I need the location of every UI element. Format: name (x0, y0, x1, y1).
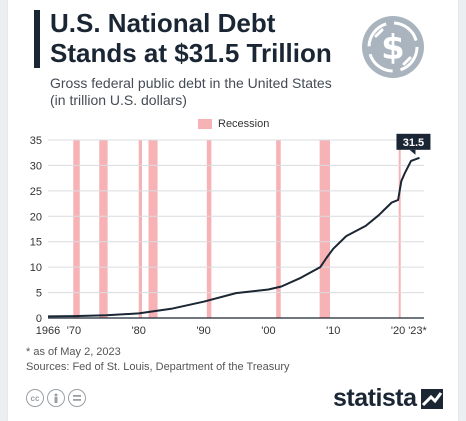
y-tick-label-20: 20 (30, 211, 42, 223)
x-tick-label-2010: '10 (326, 325, 340, 337)
callout-label: 31.5 (403, 137, 424, 149)
x-tick-label-1970: '70 (67, 325, 81, 337)
svg-text:$: $ (381, 28, 405, 68)
statista-mark-icon (420, 388, 443, 409)
legend-recession-label: Recession (218, 118, 270, 130)
chart-subtitle: Gross federal public debt in the United … (50, 75, 380, 109)
y-tick-label-35: 35 (30, 135, 42, 147)
statista-logo[interactable]: statista (333, 384, 443, 413)
footnote-date: * as of May 2, 2023 (26, 346, 121, 358)
y-tick-label-30: 30 (30, 160, 42, 172)
recession-band-4 (206, 140, 212, 318)
recession-band-7 (398, 140, 401, 318)
recession-band-0 (73, 140, 80, 318)
license-icons: cc (26, 389, 86, 407)
recession-band-5 (276, 140, 281, 318)
callout-box (396, 133, 431, 150)
chart-title: U.S. National Debt Stands at $31.5 Trill… (50, 8, 350, 68)
y-tick-label-15: 15 (30, 237, 42, 249)
subtitle-line-2: (in trillion U.S. dollars) (50, 92, 187, 108)
recession-swatch (198, 119, 212, 129)
chart-legend: Recession (198, 118, 269, 130)
x-tick-label-1966: 1966 (36, 325, 60, 337)
subtitle-line-1: Gross federal public debt in the United … (50, 75, 332, 91)
x-tick-label-1990: '90 (196, 325, 210, 337)
y-tick-label-5: 5 (36, 288, 42, 300)
title-accent-bar (34, 10, 40, 68)
footnote-sources: Sources: Fed of St. Louis, Department of… (26, 361, 290, 373)
recession-band-6 (319, 140, 330, 318)
recession-band-1 (99, 140, 108, 318)
title-line-1: U.S. National Debt (50, 8, 276, 38)
brand-name: statista (333, 384, 417, 412)
x-tick-label-1980: '80 (132, 325, 146, 337)
attribution-icon (47, 389, 65, 407)
y-tick-label-25: 25 (30, 186, 42, 198)
dollar-coin-icon: $ (362, 16, 424, 78)
x-tick-label-2023: '23* (408, 325, 427, 337)
x-tick-label-2020: '20 (391, 325, 405, 337)
footnote: * as of May 2, 2023 Sources: Fed of St. … (26, 345, 290, 375)
title-line-2: Stands at $31.5 Trillion (50, 38, 332, 68)
debt-series-line (47, 156, 420, 318)
y-tick-label-0: 0 (36, 313, 42, 325)
recession-band-2 (138, 140, 142, 318)
recession-band-3 (148, 140, 158, 318)
debt-line-chart: 0 5 10 15 20 25 30 35 1966 '70 '80 '90 '00 '10 '20'23*… (30, 133, 431, 337)
x-tick-label-2000: '00 (261, 325, 275, 337)
creative-commons-icon: cc (26, 389, 44, 407)
no-derivatives-icon (68, 389, 86, 407)
y-tick-label-10: 10 (30, 262, 42, 274)
callout-pointer (409, 149, 416, 155)
